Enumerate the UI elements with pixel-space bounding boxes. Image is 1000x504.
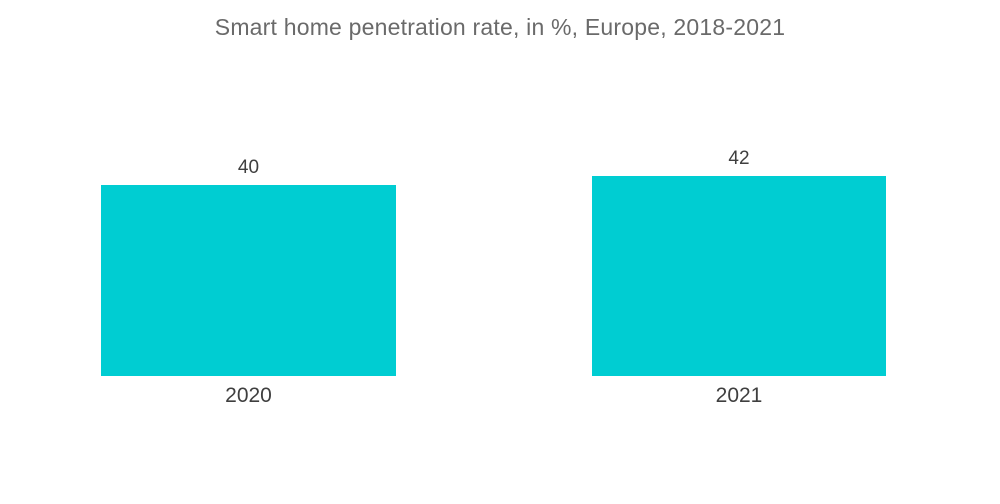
category-label-2021: 2021 <box>715 384 763 407</box>
value-label-2020: 40 <box>237 157 260 178</box>
value-label-2021: 42 <box>728 148 750 169</box>
chart-title: Smart home penetration rate, in %, Europ… <box>214 14 786 40</box>
bar-group-2021: 42 <box>592 0 886 376</box>
bar-group-2020: 40 <box>101 0 396 376</box>
bar-2020[interactable] <box>101 185 396 376</box>
bar-2021[interactable] <box>592 176 886 376</box>
category-label-2020: 2020 <box>225 384 272 407</box>
